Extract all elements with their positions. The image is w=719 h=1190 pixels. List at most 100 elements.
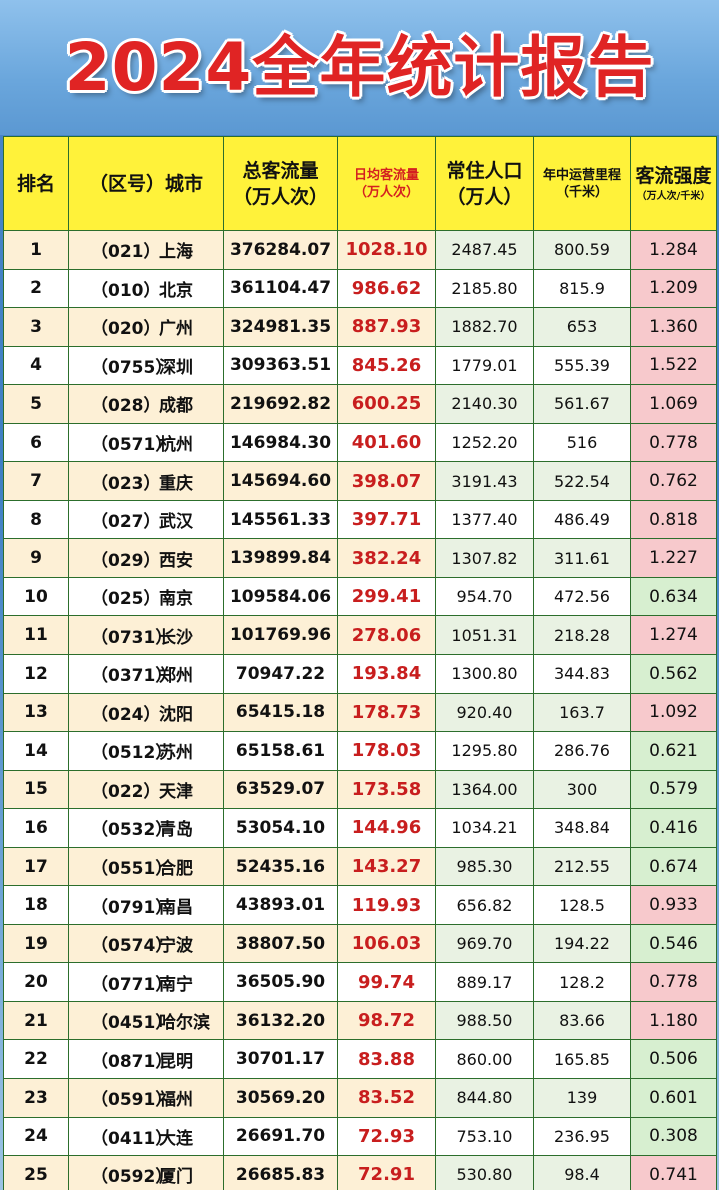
population-cell: 860.00 (435, 1039, 534, 1080)
intensity-cell: 1.209 (630, 268, 717, 309)
population-cell: 988.50 (435, 1000, 534, 1041)
mileage-cell: 139 (533, 1078, 631, 1118)
header-daily: 日均客流量 （万人次） (337, 136, 436, 231)
intensity-cell: 0.621 (630, 731, 717, 771)
area-code: （0791） (91, 897, 173, 918)
rank-cell: 13 (3, 692, 69, 733)
area-code: （021） (91, 242, 161, 263)
city-cell: （0571）杭州 (68, 422, 224, 463)
area-code: （0551） (91, 859, 173, 880)
mileage-cell: 236.95 (533, 1116, 631, 1157)
intensity-cell: 0.778 (630, 422, 717, 463)
total-cell: 146984.30 (223, 422, 338, 463)
table-row: 15 （022）天津 63529.07 173.58 1364.00 300 0.579 (3, 769, 717, 810)
intensity-cell: 0.933 (630, 885, 717, 925)
population-cell: 3191.43 (435, 461, 534, 501)
mileage-cell: 311.61 (533, 538, 631, 578)
rank-cell: 2 (3, 268, 69, 309)
rank-cell: 24 (3, 1116, 69, 1157)
table-row: 5 （028）成都 219692.82 600.25 2140.30 561.67 1.06… (3, 384, 717, 424)
total-cell: 376284.07 (223, 230, 338, 270)
daily-cell: 72.93 (337, 1116, 436, 1157)
total-cell: 109584.06 (223, 576, 338, 617)
city-name: 武汉 (159, 512, 193, 533)
area-code: （0731） (91, 627, 173, 648)
city-name: 郑州 (159, 666, 193, 687)
total-cell: 53054.10 (223, 808, 338, 848)
population-cell: 969.70 (435, 923, 534, 964)
city-cell: （0371）郑州 (68, 654, 224, 694)
daily-cell: 1028.10 (337, 230, 436, 270)
table-row: 25 （0592）厦门 26685.83 72.91 530.80 98.4 0.741 (3, 1155, 717, 1190)
city-name: 沈阳 (159, 704, 193, 725)
intensity-cell: 1.092 (630, 692, 717, 733)
table-row: 14 （0512）苏州 65158.61 178.03 1295.80 286.76 0.6… (3, 731, 717, 771)
rank-cell: 3 (3, 307, 69, 347)
daily-cell: 887.93 (337, 307, 436, 347)
rank-cell: 25 (3, 1155, 69, 1190)
table-row: 2 （010）北京 361104.47 986.62 2185.80 815.9 1.209 (3, 268, 717, 309)
total-cell: 36505.90 (223, 962, 338, 1002)
city-name: 大连 (159, 1128, 193, 1149)
rank-cell: 23 (3, 1078, 69, 1118)
table-row: 20 （0771）南宁 36505.90 99.74 889.17 128.2 0.778 (3, 962, 717, 1002)
city-cell: （0731）长沙 (68, 615, 224, 656)
daily-cell: 178.73 (337, 692, 436, 733)
table-row: 22 （0871）昆明 30701.17 83.88 860.00 165.85 0.506 (3, 1039, 717, 1080)
population-cell: 1307.82 (435, 538, 534, 578)
table-row: 1 （021）上海 376284.07 1028.10 2487.45 800.59 1.2… (3, 230, 717, 270)
city-cell: （029）西安 (68, 538, 224, 578)
total-cell: 30569.20 (223, 1078, 338, 1118)
table-row: 12 （0371）郑州 70947.22 193.84 1300.80 344.83 0.5… (3, 654, 717, 694)
population-cell: 985.30 (435, 846, 534, 887)
total-cell: 361104.47 (223, 268, 338, 309)
table-body: 1 （021）上海 376284.07 1028.10 2487.45 800.59 1.2… (3, 230, 717, 1190)
intensity-cell: 0.634 (630, 576, 717, 617)
mileage-cell: 128.2 (533, 962, 631, 1002)
total-cell: 30701.17 (223, 1039, 338, 1080)
area-code: （020） (91, 319, 161, 340)
city-cell: （0574）宁波 (68, 923, 224, 964)
mileage-cell: 348.84 (533, 808, 631, 848)
rank-cell: 19 (3, 923, 69, 964)
city-name: 西安 (159, 550, 193, 571)
rank-cell: 9 (3, 538, 69, 578)
city-name: 广州 (159, 319, 193, 340)
mileage-cell: 83.66 (533, 1000, 631, 1041)
header-rank: 排名 (3, 136, 69, 231)
intensity-cell: 0.818 (630, 499, 717, 540)
page-title: 2024全年统计报告 (64, 29, 655, 106)
area-code: （027） (91, 512, 161, 533)
population-cell: 1377.40 (435, 499, 534, 540)
rank-cell: 17 (3, 846, 69, 887)
intensity-cell: 1.180 (630, 1000, 717, 1041)
daily-cell: 401.60 (337, 422, 436, 463)
population-cell: 1295.80 (435, 731, 534, 771)
daily-cell: 83.88 (337, 1039, 436, 1080)
intensity-cell: 0.762 (630, 461, 717, 501)
total-cell: 139899.84 (223, 538, 338, 578)
area-code: （0592） (91, 1167, 173, 1188)
area-code: （025） (91, 589, 161, 610)
intensity-cell: 0.674 (630, 846, 717, 887)
header-total: 总客流量 （万人次） (223, 136, 338, 231)
intensity-cell: 0.546 (630, 923, 717, 964)
daily-cell: 986.62 (337, 268, 436, 309)
city-name: 天津 (159, 781, 193, 802)
city-cell: （0592）厦门 (68, 1155, 224, 1190)
total-cell: 145694.60 (223, 461, 338, 501)
mileage-cell: 653 (533, 307, 631, 347)
daily-cell: 600.25 (337, 384, 436, 424)
city-name: 昆明 (159, 1051, 193, 1072)
total-cell: 65158.61 (223, 731, 338, 771)
table-header-row: 排名 （区号）城市 总客流量 （万人次） 日均客流量 （万人次） 常住人口 （万人） … (3, 136, 717, 231)
rank-cell: 1 (3, 230, 69, 270)
city-name: 上海 (159, 242, 193, 263)
intensity-cell: 1.360 (630, 307, 717, 347)
population-cell: 2185.80 (435, 268, 534, 309)
daily-cell: 382.24 (337, 538, 436, 578)
rank-cell: 21 (3, 1000, 69, 1041)
mileage-cell: 98.4 (533, 1155, 631, 1190)
mileage-cell: 286.76 (533, 731, 631, 771)
area-code: （0371） (91, 666, 173, 687)
